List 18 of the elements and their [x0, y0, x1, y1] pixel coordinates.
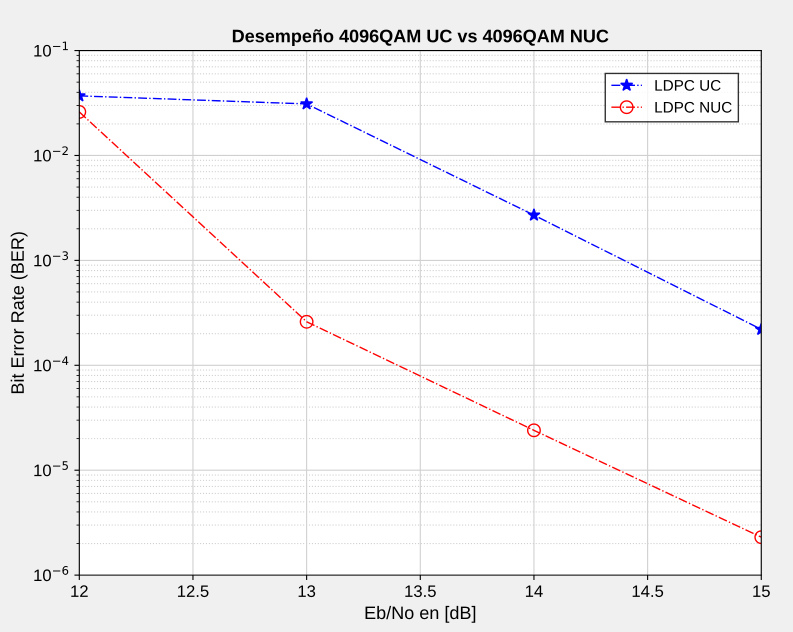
- y-tick-label: 10$^{−5}$: [34, 461, 68, 476]
- x-tick-label: 15: [753, 585, 770, 598]
- x-tick-label: 12: [71, 585, 88, 597]
- y-tick-label: 10$^{−4}$: [34, 356, 68, 372]
- y-tick-label: 10$^{−3}$: [34, 251, 68, 266]
- y-axis-title: Bit Error Rate (BER): [10, 232, 28, 394]
- y-tick-label: 10$^{−6}$: [34, 566, 68, 582]
- x-tick-label: 14.5: [632, 585, 664, 598]
- y-tick-label: 10$^{−1}$: [34, 42, 68, 57]
- x-tick-label: 14: [526, 585, 543, 597]
- x-axis-title: Eb/No en [dB]: [366, 606, 476, 623]
- chart-title: Desempeño 4096QAM UC vs 4096QAM NUC: [232, 29, 608, 46]
- x-tick-label: 13: [298, 585, 316, 598]
- y-tick-label: 10$^{−2}$: [34, 146, 68, 162]
- legend-label: LDPC NUC: [655, 102, 732, 113]
- legend-label: LDPC UC: [655, 80, 721, 91]
- x-tick-label: 12.5: [178, 585, 208, 598]
- x-tick-label: 13.5: [405, 585, 436, 598]
